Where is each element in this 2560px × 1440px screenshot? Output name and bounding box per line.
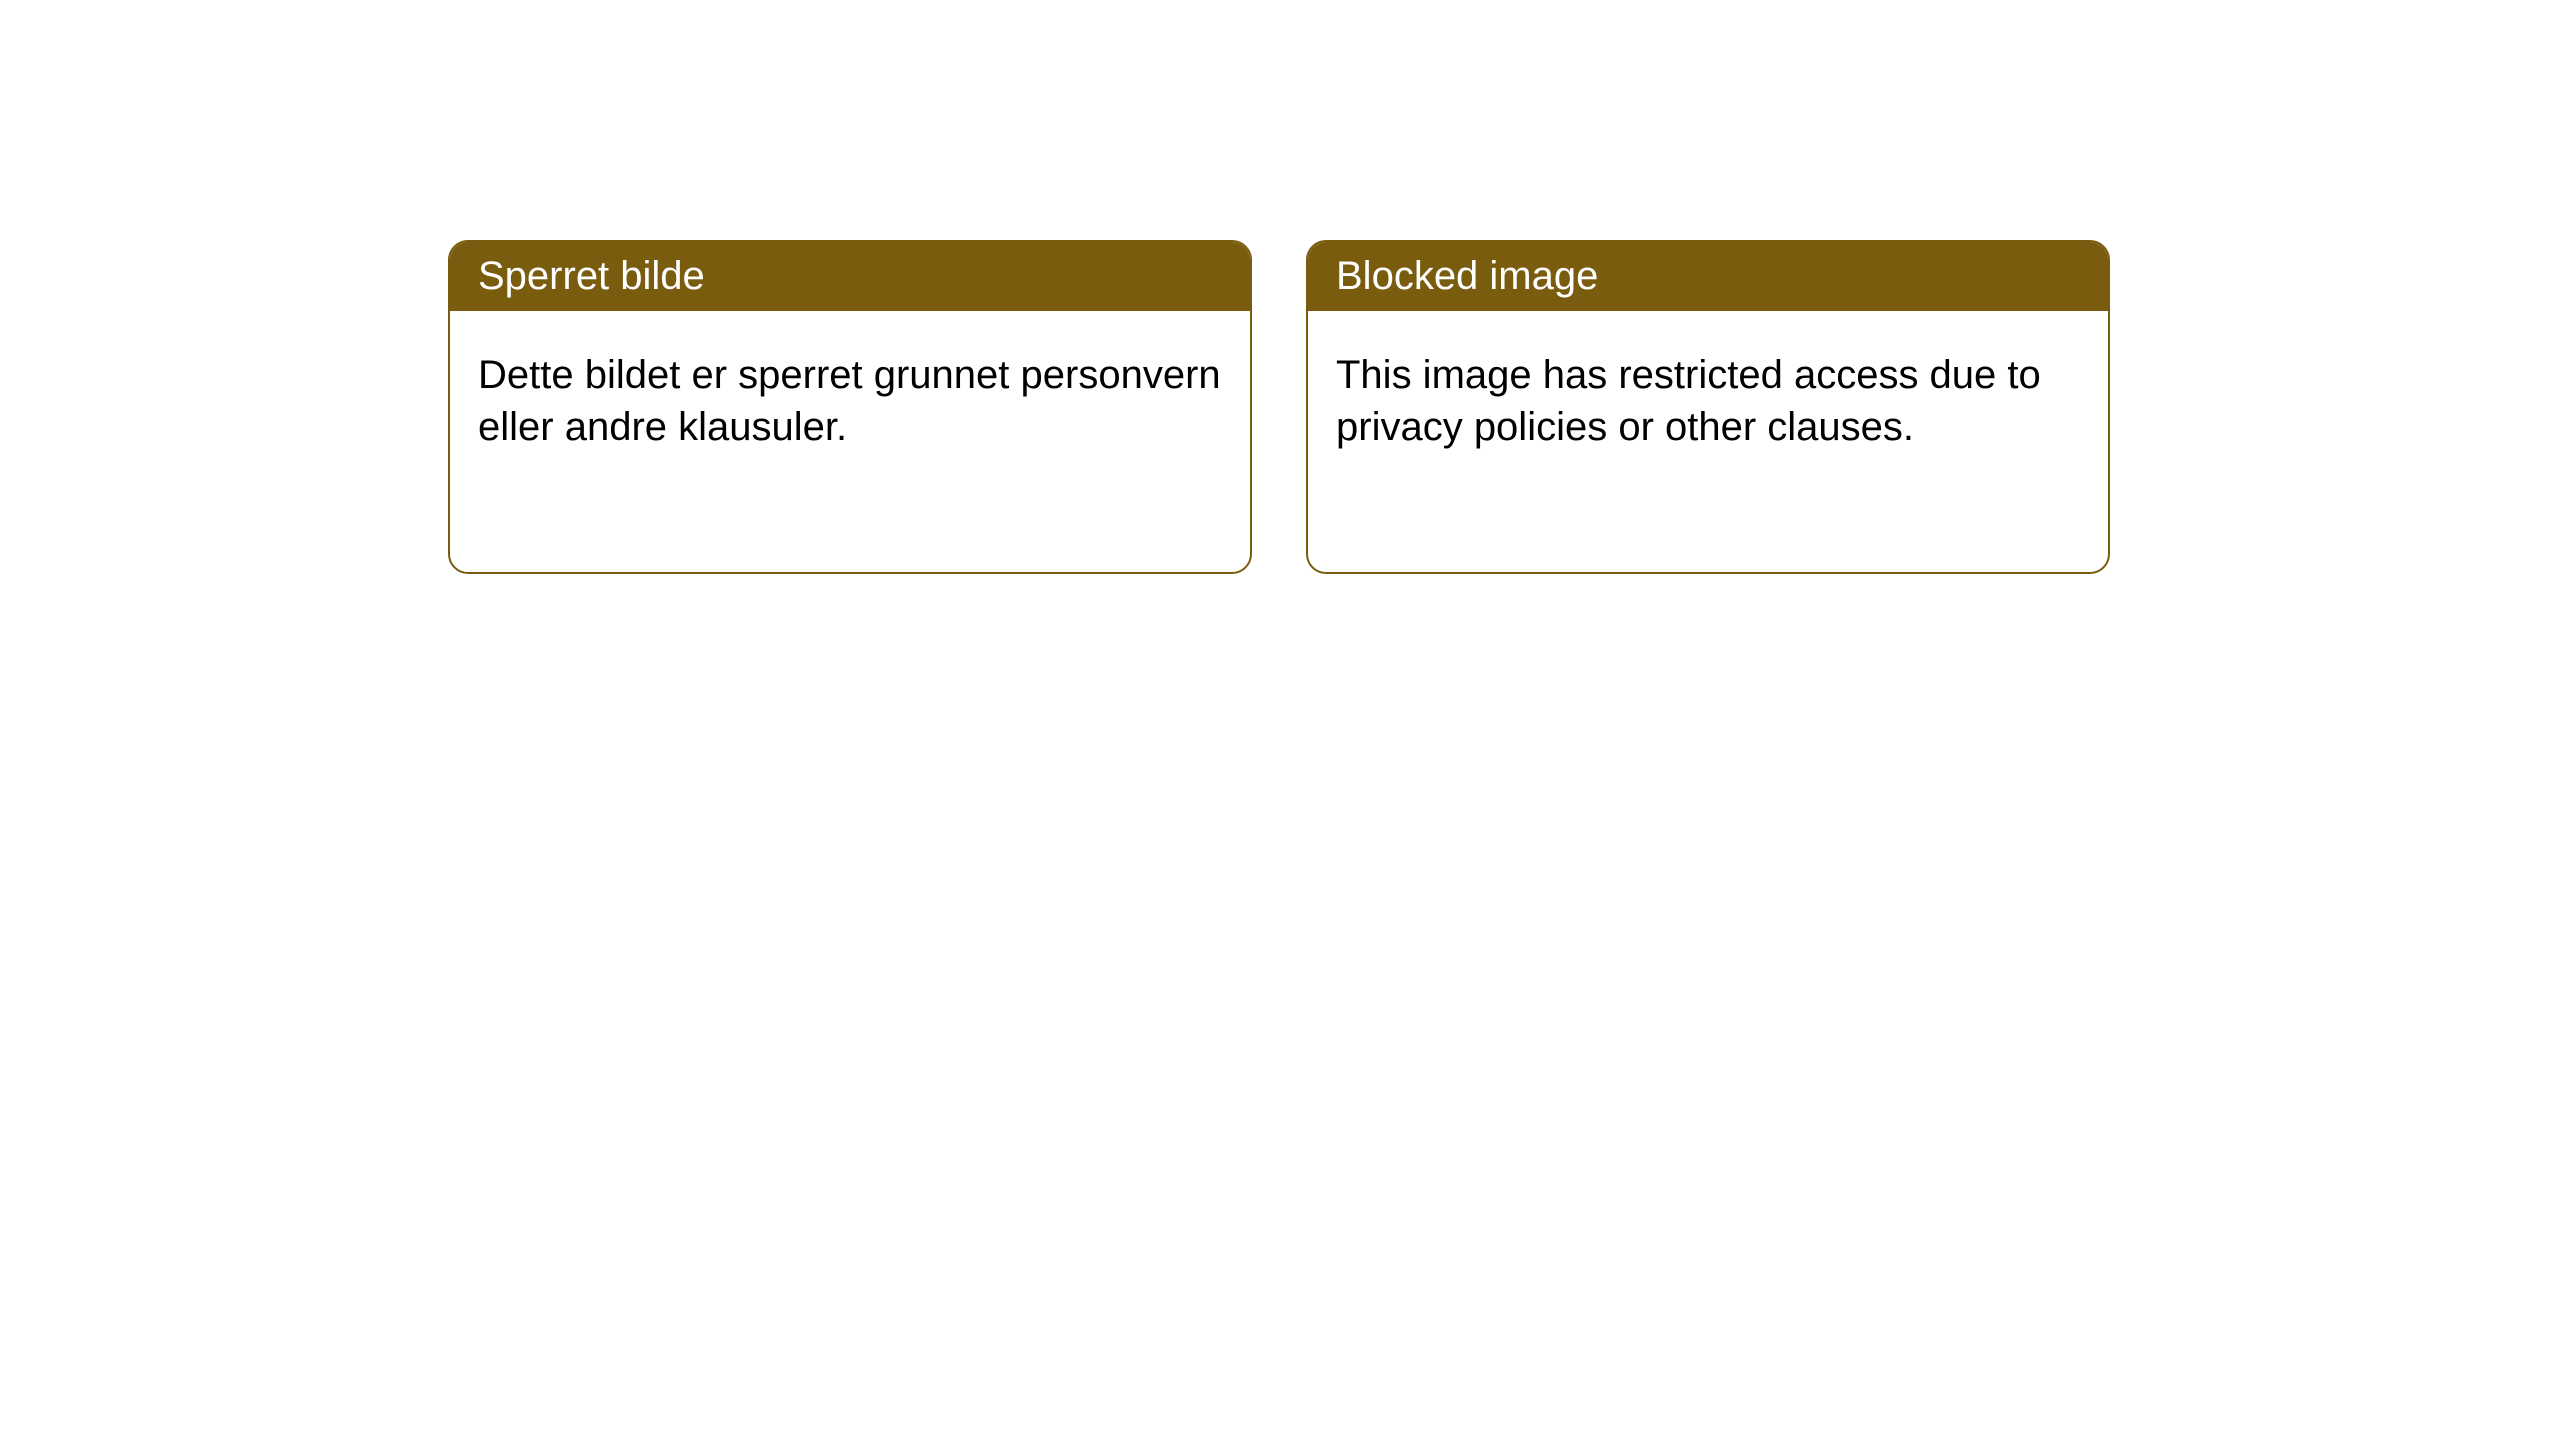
notice-container: Sperret bilde Dette bildet er sperret gr… bbox=[0, 0, 2560, 574]
card-body: Dette bildet er sperret grunnet personve… bbox=[450, 311, 1250, 491]
card-body: This image has restricted access due to … bbox=[1308, 311, 2108, 491]
blocked-image-card-no: Sperret bilde Dette bildet er sperret gr… bbox=[448, 240, 1252, 574]
card-header: Blocked image bbox=[1308, 242, 2108, 311]
card-header: Sperret bilde bbox=[450, 242, 1250, 311]
blocked-image-card-en: Blocked image This image has restricted … bbox=[1306, 240, 2110, 574]
